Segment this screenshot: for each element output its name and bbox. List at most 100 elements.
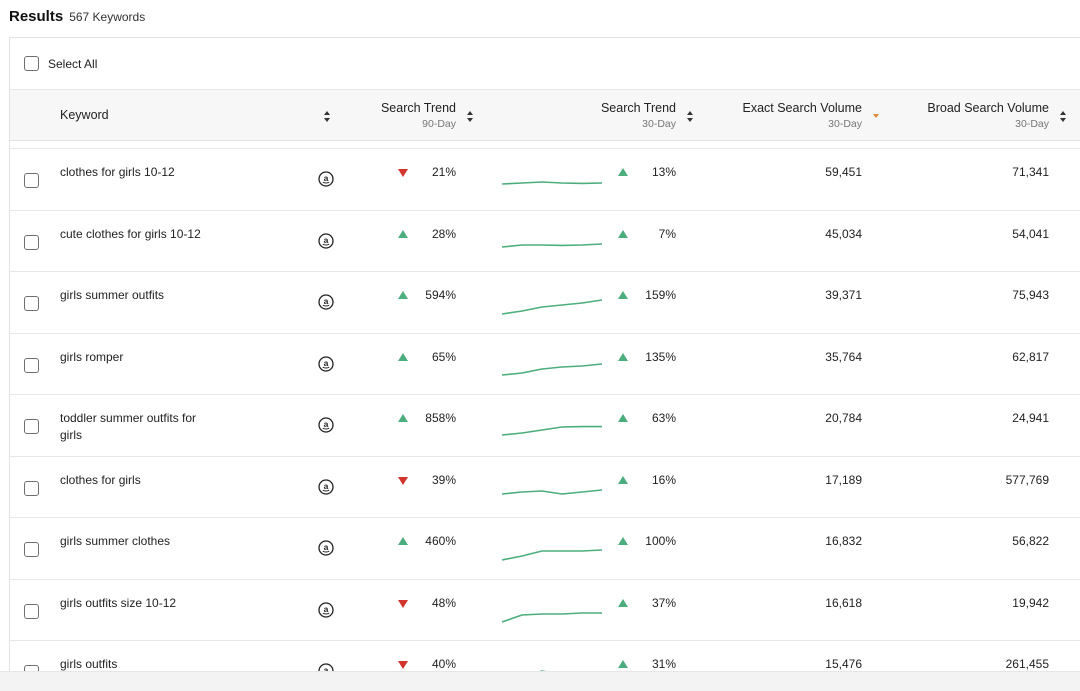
amazon-icon[interactable]: a xyxy=(318,540,334,556)
col-keyword[interactable]: Keyword xyxy=(60,108,109,122)
trend-up-icon xyxy=(618,475,628,484)
col-exact-sub: 30-Day xyxy=(828,118,862,130)
sparkline-path xyxy=(502,299,602,315)
table-row[interactable]: girls summer clothes a 460% 100% 16,832 56,82… xyxy=(10,517,1080,579)
select-all-row: Select All xyxy=(10,38,1080,89)
row-checkbox[interactable] xyxy=(24,234,39,250)
amazon-icon[interactable]: a xyxy=(318,294,334,310)
broad-volume-value: 54,041 xyxy=(1012,226,1049,241)
trend30-value: 37% xyxy=(651,595,676,610)
sparkline-path xyxy=(502,242,602,248)
keyword-text[interactable]: toddler summer outfits for girls xyxy=(60,411,197,442)
sparkline-path xyxy=(502,611,602,623)
amazon-icon[interactable]: a xyxy=(318,478,334,495)
trend90-value: 21% xyxy=(431,165,456,179)
col-trend30-label: Search Trend xyxy=(600,101,676,115)
broad-volume-value: 71,341 xyxy=(1012,165,1049,179)
trend30-value: 159% xyxy=(645,288,676,302)
exact-volume-value: 59,451 xyxy=(825,165,862,179)
trend-up-icon xyxy=(618,291,628,299)
col-keyword-label: Keyword xyxy=(60,108,109,122)
col-broad[interactable]: Broad Search Volume 30-Day xyxy=(890,101,1049,130)
row-checkbox[interactable] xyxy=(24,357,39,373)
table-row[interactable]: clothes for girls 10-12 a 21% 13% 59,451 71,3… xyxy=(10,148,1080,210)
keyword-text[interactable]: clothes for girls 10-12 xyxy=(60,165,175,179)
trend30-value: 7% xyxy=(658,226,676,241)
trend-up-icon xyxy=(618,352,628,361)
sparkline-chart xyxy=(502,488,602,495)
sparkline-path xyxy=(502,425,602,436)
trend30-value: 135% xyxy=(645,349,676,364)
table-row[interactable]: toddler summer outfits for girls a 858% 63%… xyxy=(10,394,1080,456)
select-all-label[interactable]: Select All xyxy=(48,56,98,71)
table-row[interactable]: girls romper a 65% 135% 35,764 62,817 xyxy=(10,332,1080,395)
table-header: Keyword Search Trend 90-Day Search Trend… xyxy=(10,89,1080,141)
col-broad-sub: 30-Day xyxy=(1015,118,1049,130)
trend90-value: 48% xyxy=(431,595,456,610)
table-row[interactable]: girls summer outfits a 594% 159% 39,371 75,94… xyxy=(10,271,1080,333)
sort-trend90-icon[interactable] xyxy=(467,111,475,123)
table-row[interactable]: girls outfits size 10-12 a 48% 37% 16,618 19,… xyxy=(10,578,1080,641)
trend90-value: 39% xyxy=(431,472,456,487)
svg-text:a: a xyxy=(324,235,329,245)
sparkline-path xyxy=(502,549,602,561)
keyword-text[interactable]: clothes for girls xyxy=(60,472,141,487)
trend90-value: 858% xyxy=(425,411,456,425)
sparkline-chart xyxy=(502,611,602,623)
col-trend90[interactable]: Search Trend 90-Day xyxy=(350,101,456,130)
trend90-value: 28% xyxy=(431,226,456,241)
svg-text:a: a xyxy=(324,665,329,675)
row-checkbox[interactable] xyxy=(24,173,39,188)
sparkline-path xyxy=(502,181,602,185)
broad-volume-value: 24,941 xyxy=(1012,411,1049,425)
sort-broad-icon[interactable] xyxy=(1060,111,1068,123)
amazon-icon[interactable]: a xyxy=(318,355,334,372)
row-checkbox[interactable] xyxy=(24,480,39,496)
amazon-icon[interactable]: a xyxy=(318,601,334,618)
exact-volume-value: 16,832 xyxy=(825,534,862,548)
table-row[interactable]: cute clothes for girls 10-12 a 28% 7% 45,034… xyxy=(10,209,1080,272)
row-checkbox[interactable] xyxy=(24,603,39,619)
row-checkbox[interactable] xyxy=(24,419,39,434)
trend30-value: 13% xyxy=(651,165,676,179)
amazon-icon[interactable]: a xyxy=(318,232,334,249)
keyword-text[interactable]: cute clothes for girls 10-12 xyxy=(60,226,201,241)
col-exact-label: Exact Search Volume xyxy=(742,101,862,115)
svg-text:a: a xyxy=(324,542,329,552)
keyword-text[interactable]: girls outfits xyxy=(60,657,118,671)
results-header: Results 567 Keywords xyxy=(9,8,145,30)
trend-up-icon xyxy=(398,414,408,422)
broad-volume-value: 75,943 xyxy=(1012,288,1049,302)
trend-up-icon xyxy=(398,291,408,299)
sparkline-chart xyxy=(502,242,602,248)
amazon-icon[interactable]: a xyxy=(318,171,334,187)
sort-trend30-icon[interactable] xyxy=(687,111,695,123)
amazon-icon[interactable]: a xyxy=(318,417,334,433)
row-checkbox[interactable] xyxy=(24,542,39,557)
select-all-checkbox[interactable] xyxy=(24,56,39,71)
trend-up-icon xyxy=(618,660,628,668)
sort-exact-active-icon[interactable] xyxy=(873,114,879,118)
sort-keyword-icon[interactable] xyxy=(324,111,332,123)
keyword-text[interactable]: girls summer outfits xyxy=(60,288,165,302)
table-row[interactable]: clothes for girls a 39% 16% 17,189 577,769 xyxy=(10,455,1080,518)
svg-text:a: a xyxy=(324,481,329,491)
table-row[interactable]: girls outfits a 40% 31% 15,476 261,455 xyxy=(10,640,1080,677)
results-title: Results xyxy=(9,8,64,25)
trend-up-icon xyxy=(618,598,628,607)
sparkline-chart xyxy=(502,549,602,561)
col-trend30-sub: 30-Day xyxy=(642,118,676,130)
keyword-text[interactable]: girls romper xyxy=(60,349,124,364)
keyword-text[interactable]: girls outfits size 10-12 xyxy=(60,595,177,610)
svg-text:a: a xyxy=(324,173,329,183)
col-trend30[interactable]: Search Trend 30-Day xyxy=(570,101,676,130)
col-exact[interactable]: Exact Search Volume 30-Day xyxy=(710,101,862,130)
svg-text:a: a xyxy=(324,419,329,429)
exact-volume-value: 39,371 xyxy=(825,288,862,302)
keyword-text[interactable]: girls summer clothes xyxy=(60,534,171,548)
row-checkbox[interactable] xyxy=(24,296,39,311)
trend90-value: 594% xyxy=(425,288,456,302)
exact-volume-value: 35,764 xyxy=(825,349,862,364)
exact-volume-value: 45,034 xyxy=(825,226,862,241)
svg-text:a: a xyxy=(324,358,329,368)
